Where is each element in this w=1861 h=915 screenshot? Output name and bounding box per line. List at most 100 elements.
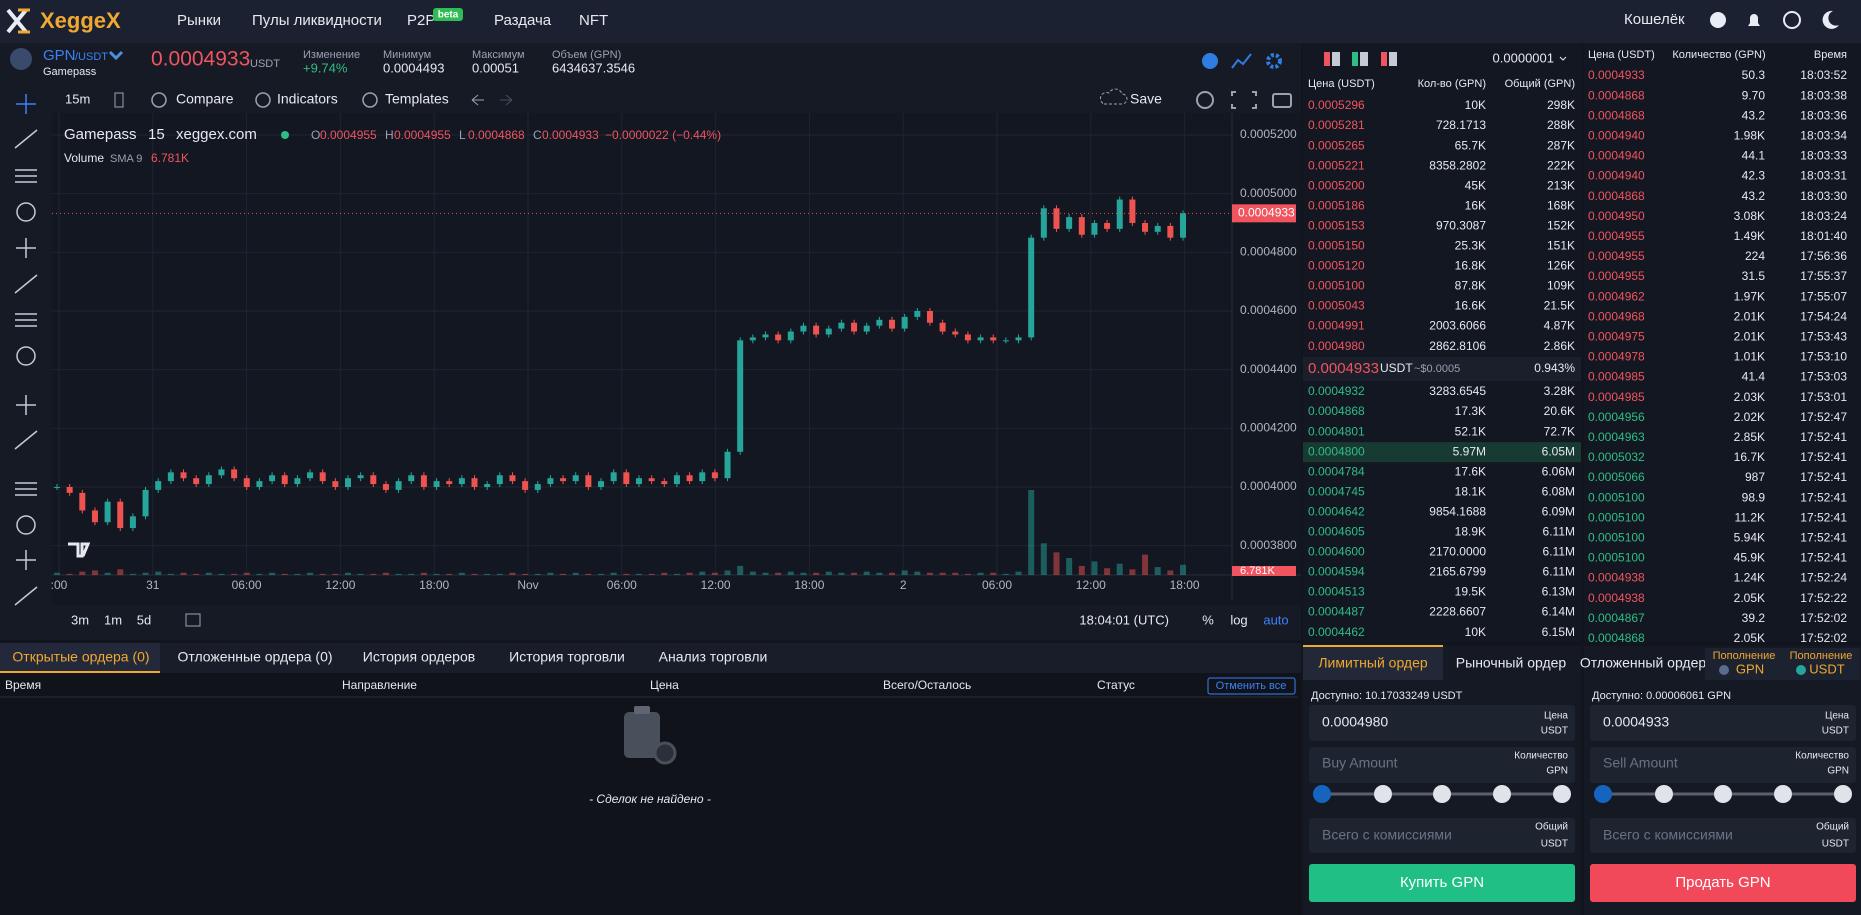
candle [610, 472, 617, 482]
bell-icon[interactable] [1748, 14, 1760, 26]
deposit-label[interactable]: Пополнение [1713, 650, 1776, 662]
wallet-link[interactable]: Кошелёк [1624, 11, 1685, 28]
book-view-icon[interactable] [1381, 52, 1387, 66]
deposit-asset[interactable]: USDT [1809, 661, 1844, 676]
orders-tab[interactable]: Отложенные ордера (0) [177, 649, 332, 665]
book-qty: 5.97M [1453, 444, 1486, 458]
form-tab[interactable]: Лимитный ордер [1318, 655, 1428, 671]
input-box[interactable] [1309, 747, 1575, 783]
book-view-icon[interactable] [1332, 52, 1340, 66]
nav-link[interactable]: Рынки [177, 12, 221, 29]
orders-tab[interactable]: Открытые ордера (0) [12, 649, 149, 665]
input-box[interactable] [1590, 705, 1856, 741]
cancel-all-label[interactable]: Отменить все [1216, 680, 1287, 692]
book-column: Общий (GPN) [1505, 78, 1575, 90]
nav-link[interactable]: NFT [579, 12, 608, 29]
pair-dropdown[interactable] [108, 50, 124, 61]
tool-icon[interactable] [14, 274, 38, 294]
scale-button[interactable]: auto [1263, 612, 1288, 627]
form-tab[interactable]: Рыночный ордер [1456, 655, 1567, 671]
language-icon[interactable] [1783, 11, 1801, 29]
slider-knob[interactable] [1433, 785, 1451, 803]
range-button[interactable]: 3m [71, 612, 89, 627]
slider-knob[interactable] [1553, 785, 1571, 803]
slider-knob[interactable] [1313, 785, 1331, 803]
help-icon[interactable] [1202, 53, 1218, 69]
input-box[interactable] [1590, 818, 1856, 853]
tool-icon[interactable] [15, 482, 37, 496]
tool-icon[interactable] [15, 313, 37, 327]
book-view-icon[interactable] [1352, 52, 1358, 66]
slider-knob[interactable] [1834, 785, 1852, 803]
deposit-asset[interactable]: GPN [1736, 661, 1764, 676]
slider-knob[interactable] [1594, 785, 1612, 803]
form-tab[interactable]: Отложенный ордер [1580, 655, 1707, 671]
submit-button[interactable] [1590, 864, 1856, 902]
undo-icon[interactable] [471, 94, 484, 106]
tool-icon[interactable] [14, 586, 38, 606]
input-box[interactable] [1590, 747, 1856, 783]
candle [534, 484, 541, 490]
range-button[interactable]: 1m [104, 612, 122, 627]
tool-icon[interactable] [14, 430, 38, 450]
trade-price: 0.0004968 [1588, 309, 1645, 323]
submit-button[interactable] [1309, 864, 1575, 902]
slider-knob[interactable] [1374, 785, 1392, 803]
book-view-icon[interactable] [1389, 52, 1397, 66]
total-input[interactable]: Всего с комиссиями [1322, 827, 1452, 843]
trade-time: 18:03:31 [1800, 169, 1847, 183]
tool-icon[interactable] [14, 129, 38, 149]
slider-knob[interactable] [1493, 785, 1511, 803]
book-view-icon[interactable] [1360, 52, 1368, 66]
volume-bar [964, 573, 971, 575]
book-view-icon[interactable] [1324, 52, 1330, 66]
tool-icon[interactable] [16, 94, 36, 114]
slider-knob[interactable] [1655, 785, 1673, 803]
chart-icon[interactable] [1231, 53, 1252, 69]
input-box[interactable] [1309, 818, 1575, 853]
tool-icon[interactable] [16, 515, 36, 535]
nav-link[interactable]: P2P [407, 12, 435, 29]
tool-icon[interactable] [16, 238, 36, 258]
trade-price: 0.0004868 [1588, 108, 1645, 122]
theme-icon[interactable] [1822, 10, 1839, 29]
tool-icon[interactable] [15, 169, 37, 183]
orders-tab[interactable]: История ордеров [363, 649, 475, 665]
save-button[interactable]: Save [1130, 91, 1162, 107]
nav-link[interactable]: Пулы ликвидности [252, 12, 382, 29]
tool-icon[interactable] [16, 550, 36, 570]
input-box[interactable] [1309, 705, 1575, 741]
active-form-tab[interactable] [1303, 646, 1443, 680]
tool-icon[interactable] [16, 202, 36, 222]
orders-tab[interactable]: История торговли [509, 649, 625, 665]
slider-knob[interactable] [1774, 785, 1792, 803]
settings-icon[interactable] [1196, 91, 1214, 109]
account-icon[interactable] [1710, 12, 1726, 28]
scale-button[interactable]: % [1202, 612, 1214, 627]
settings-icon[interactable] [1266, 53, 1282, 69]
amount-input[interactable]: Sell Amount [1603, 755, 1678, 771]
orders-tab[interactable]: Анализ торговли [659, 649, 768, 665]
submit-label[interactable]: Купить GPN [1400, 874, 1484, 891]
pair-base[interactable]: GPN [43, 47, 76, 64]
toolbar-button[interactable]: Templates [385, 91, 449, 107]
tool-icon[interactable] [16, 346, 36, 366]
tool-icon[interactable] [16, 395, 36, 415]
deposit-label[interactable]: Пополнение [1790, 650, 1853, 662]
tick-select[interactable]: 0.0000001 [1493, 50, 1554, 65]
volume-bar [598, 573, 605, 575]
slider-knob[interactable] [1714, 785, 1732, 803]
range-button[interactable]: 5d [137, 612, 151, 627]
toolbar-button[interactable]: Indicators [277, 91, 338, 107]
nav-link[interactable]: Раздача [494, 12, 552, 29]
amount-input[interactable]: Buy Amount [1322, 755, 1398, 771]
scale-button[interactable]: log [1230, 612, 1247, 627]
book-total: 6.14M [1542, 605, 1575, 619]
camera-icon[interactable] [1272, 93, 1292, 108]
total-input[interactable]: Всего с комиссиями [1603, 827, 1733, 843]
interval[interactable]: 15m [65, 91, 90, 106]
submit-label[interactable]: Продать GPN [1675, 874, 1770, 891]
toolbar-button[interactable]: Compare [176, 91, 234, 107]
fullscreen-icon[interactable] [1231, 91, 1257, 109]
cancel-all-button[interactable] [1207, 677, 1296, 695]
